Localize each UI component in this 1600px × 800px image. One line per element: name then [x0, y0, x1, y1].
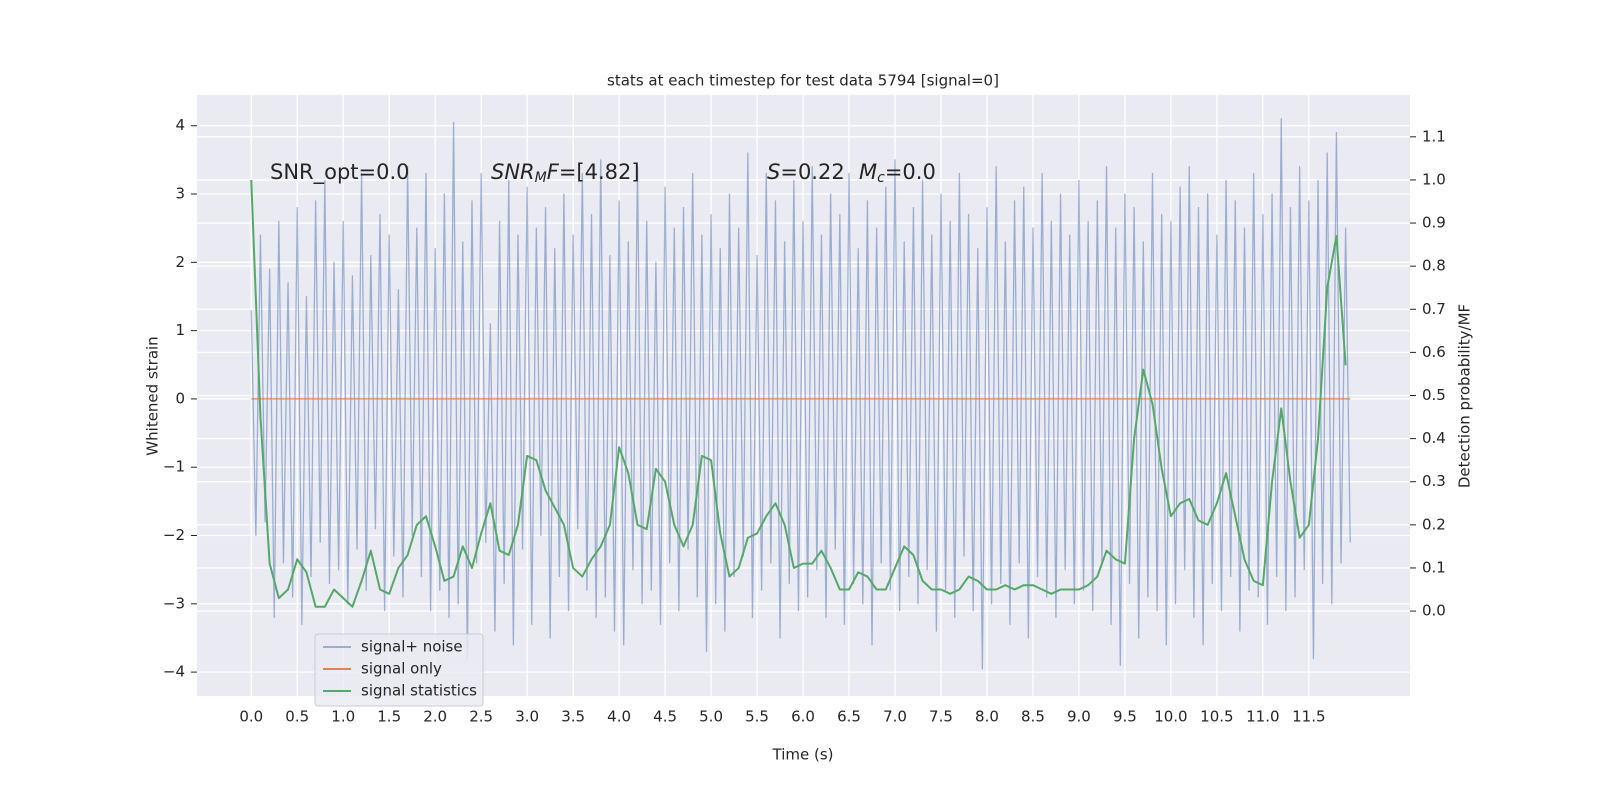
x-tick-label: 2.5: [469, 708, 493, 726]
x-tick-label: 0.0: [239, 708, 263, 726]
x-tick-label: 7.0: [883, 708, 907, 726]
x-tick-label: 9.0: [1067, 708, 1091, 726]
x-tick-label: 1.0: [331, 708, 355, 726]
y2-tick-label: 0.4: [1422, 429, 1446, 447]
y-tick-label: 4: [175, 116, 185, 134]
y-tick-label: 0: [175, 389, 185, 407]
legend-label: signal statistics: [361, 682, 477, 700]
series-line: [250, 179, 1347, 608]
x-tick-label: 11.0: [1246, 708, 1279, 726]
y2-tick-label: 1.1: [1422, 127, 1446, 145]
x-tick-label: 10.5: [1200, 708, 1233, 726]
y-tick-label: 1: [175, 321, 185, 339]
annotation: S=0.22: [767, 160, 845, 184]
x-tick-label: 2.0: [423, 708, 447, 726]
annotation: SNR_opt=0.0: [270, 160, 410, 185]
y2-tick-label: 0.6: [1422, 343, 1446, 361]
x-tick-label: 7.5: [929, 708, 953, 726]
y-tick-label: 3: [175, 185, 185, 203]
y2-axis-label: Detection probability/MF: [1456, 304, 1474, 488]
x-tick-label: 5.5: [745, 708, 769, 726]
annotation-part: M: [535, 170, 547, 186]
y2-tick-label: 0.0: [1422, 602, 1446, 620]
y-tick-label: −1: [163, 458, 185, 476]
x-tick-label: 8.5: [1021, 708, 1045, 726]
annotation-part: =[4.82]: [559, 160, 640, 184]
legend-label: signal+ noise: [361, 638, 463, 656]
annotation: SNRMF=[4.82]: [491, 160, 640, 186]
y-tick-label: −3: [163, 594, 185, 612]
annotation-part: F: [547, 160, 560, 184]
x-tick-label: 0.5: [285, 708, 309, 726]
x-tick-label: 4.0: [607, 708, 631, 726]
x-axis-label: Time (s): [772, 746, 834, 764]
annotation-part: S: [767, 160, 780, 184]
legend-label: signal only: [361, 660, 442, 678]
y-axis-label: Whitened strain: [144, 336, 162, 455]
annotation-part: =0.22: [780, 160, 844, 184]
y2-tick-label: 0.3: [1422, 472, 1446, 490]
x-tick-label: 10.0: [1154, 708, 1187, 726]
series-line: [250, 118, 1351, 670]
annotation-part: =0.0: [885, 160, 936, 184]
annotation-part: SNR: [491, 160, 535, 184]
y2-tick-label: 0.5: [1422, 386, 1446, 404]
annotation-part: c: [877, 170, 885, 186]
y2-tick-label: 0.8: [1422, 257, 1446, 275]
annotation-part: M: [859, 160, 877, 184]
x-tick-label: 3.0: [515, 708, 539, 726]
y2-tick-label: 0.1: [1422, 558, 1446, 576]
y2-tick-label: 1.0: [1422, 170, 1446, 188]
x-tick-label: 1.5: [377, 708, 401, 726]
x-tick-label: 3.5: [561, 708, 585, 726]
y2-tick-label: 0.2: [1422, 515, 1446, 533]
x-tick-label: 6.5: [837, 708, 861, 726]
y-tick-label: −2: [163, 526, 185, 544]
y-tick-label: −4: [163, 663, 185, 681]
x-tick-label: 11.5: [1292, 708, 1325, 726]
y2-tick-label: 0.9: [1422, 214, 1446, 232]
x-tick-label: 8.0: [975, 708, 999, 726]
chart-title: stats at each timestep for test data 579…: [607, 72, 999, 90]
annotation: Mc=0.0: [859, 160, 936, 186]
x-tick-label: 9.5: [1113, 708, 1137, 726]
x-tick-label: 4.5: [653, 708, 677, 726]
legend-box: [314, 633, 484, 707]
annotation-part: SNR_opt=0.0: [270, 160, 410, 185]
y2-tick-label: 0.7: [1422, 300, 1446, 318]
y-tick-label: 2: [175, 253, 185, 271]
x-tick-label: 5.0: [699, 708, 723, 726]
x-tick-label: 6.0: [791, 708, 815, 726]
